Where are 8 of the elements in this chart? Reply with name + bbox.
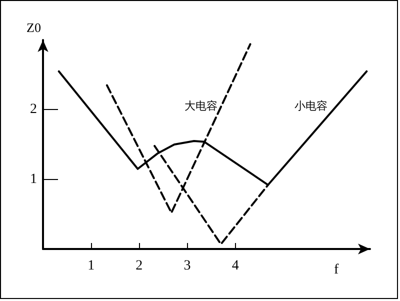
annotation: 小电容 — [294, 100, 328, 112]
annotation: 大电容 — [184, 100, 218, 112]
x-tick-label: 2 — [136, 258, 143, 274]
x-tick-label: 1 — [88, 258, 95, 274]
x-axis-title: f — [334, 262, 339, 278]
y-axis-title: Z0 — [26, 20, 41, 35]
x-tick-label: 3 — [184, 258, 191, 274]
x-tick-label: 4 — [232, 258, 239, 274]
